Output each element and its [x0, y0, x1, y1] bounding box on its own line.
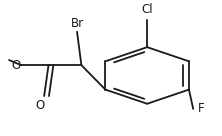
Text: F: F — [198, 102, 204, 115]
Text: Br: Br — [70, 17, 84, 30]
Text: O: O — [11, 59, 20, 72]
Text: Cl: Cl — [141, 3, 153, 16]
Text: O: O — [35, 99, 44, 112]
